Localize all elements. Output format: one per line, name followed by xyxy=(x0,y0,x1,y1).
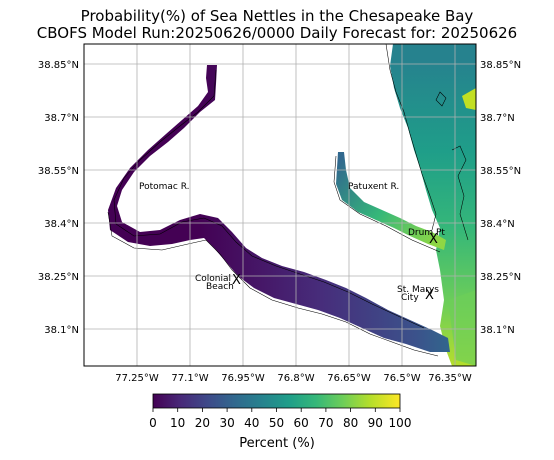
patuxent-river-water xyxy=(336,152,446,250)
bay-yellow-patch xyxy=(462,88,476,110)
lat-label-left: 38.25°N xyxy=(38,272,79,283)
shoreline-bay-east xyxy=(451,145,469,241)
lon-label: 77.25°W xyxy=(115,373,159,384)
colorbar-tick-labels: 0 10 20 30 40 50 60 70 80 90 100 xyxy=(149,416,411,430)
lon-labels: 77.25°W 77.1°W 76.95°W 76.8°W 76.65°W 76… xyxy=(115,373,472,384)
place-marker-colonial-beach: X xyxy=(232,273,241,288)
shoreline-potomac-north xyxy=(113,69,425,329)
lat-label-left: 38.7°N xyxy=(44,113,79,124)
lon-label: 76.65°W xyxy=(327,373,371,384)
place-label-st-marys-line1: St. Marys xyxy=(397,285,439,295)
graticule xyxy=(84,44,476,366)
lat-label-left: 38.4°N xyxy=(44,219,79,230)
place-marker-st-marys: X xyxy=(425,288,434,303)
shoreline-potomac-south xyxy=(107,211,439,357)
lat-label-right: 38.1°N xyxy=(480,325,515,336)
lat-label-left: 38.55°N xyxy=(38,166,79,177)
colorbar-tick-label: 80 xyxy=(343,416,358,430)
colorbar-tick-label: 60 xyxy=(294,416,309,430)
shoreline-patuxent xyxy=(333,155,441,253)
map-title-line-1: Probability(%) of Sea Nettles in the Che… xyxy=(80,7,474,25)
map-frame xyxy=(83,43,477,367)
colorbar-ticks xyxy=(152,408,401,412)
place-label-drum-point: Drum Pt xyxy=(408,228,445,238)
map-data-layer xyxy=(108,44,476,366)
place-labels: Potomac R. Patuxent R. Drum Pt X St. Mar… xyxy=(139,182,445,303)
colorbar-tick-label: 30 xyxy=(219,416,234,430)
lon-label: 76.35°W xyxy=(428,373,472,384)
colorbar-gradient xyxy=(152,393,401,409)
shoreline xyxy=(107,44,469,357)
colorbar-tick-label: 100 xyxy=(389,416,412,430)
lat-label-right: 38.55°N xyxy=(480,166,521,177)
lon-label: 76.95°W xyxy=(221,373,265,384)
colorbar-tick-label: 20 xyxy=(195,416,210,430)
potomac-river-water xyxy=(108,65,450,352)
map-title-line-2: CBOFS Model Run:20250626/0000 Daily Fore… xyxy=(36,24,518,42)
lat-label-left: 38.1°N xyxy=(44,325,79,336)
place-marker-drum-point: X xyxy=(429,232,438,247)
colorbar-tick-label: 50 xyxy=(269,416,284,430)
lon-label: 76.5°W xyxy=(383,373,420,384)
colorbar-tick-label: 90 xyxy=(368,416,383,430)
colorbar-tick-label: 10 xyxy=(170,416,185,430)
colorbar-tick-label: 40 xyxy=(244,416,259,430)
lat-label-left: 38.85°N xyxy=(38,60,79,71)
lat-label-right: 38.25°N xyxy=(480,272,521,283)
lat-label-right: 38.85°N xyxy=(480,60,521,71)
place-label-colonial-beach-line2: Beach xyxy=(206,282,234,292)
place-label-st-marys-line2: City xyxy=(401,293,419,303)
colorbar-tick-label: 0 xyxy=(149,416,157,430)
lat-labels: 38.85°N 38.7°N 38.55°N 38.4°N 38.25°N 38… xyxy=(38,60,521,336)
place-label-patuxent: Patuxent R. xyxy=(348,182,399,192)
colorbar: 0 10 20 30 40 50 60 70 80 90 100 xyxy=(149,393,411,430)
place-label-potomac: Potomac R. xyxy=(139,182,190,192)
shoreline-bay-west xyxy=(385,44,437,231)
lat-label-right: 38.7°N xyxy=(480,113,515,124)
colorbar-label: Percent (%) xyxy=(239,436,315,451)
lat-label-right: 38.4°N xyxy=(480,219,515,230)
lon-label: 76.8°W xyxy=(277,373,314,384)
colorbar-tick-label: 70 xyxy=(318,416,333,430)
shoreline-island xyxy=(435,91,447,107)
place-label-colonial-beach-line1: Colonial xyxy=(195,274,231,284)
lon-label: 77.1°W xyxy=(171,373,208,384)
